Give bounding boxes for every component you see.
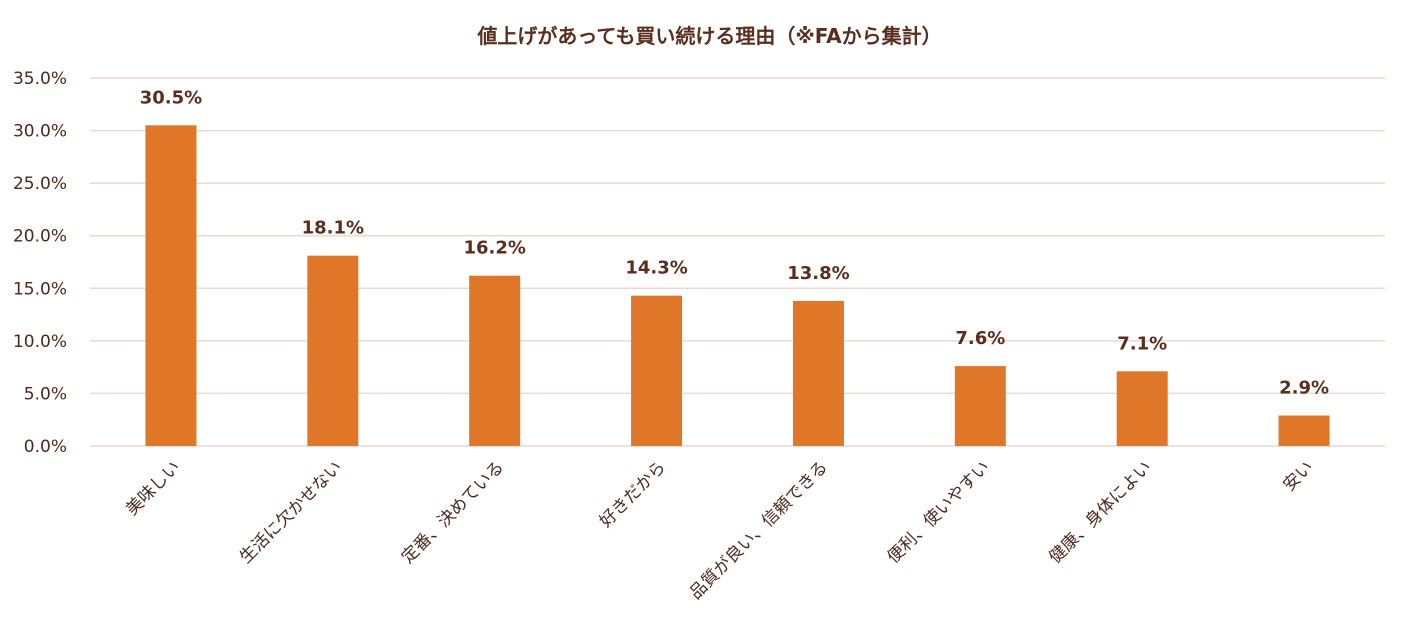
bar xyxy=(1278,415,1330,446)
category-label: 品質が良い、信頼できる xyxy=(686,457,832,603)
data-label: 2.9% xyxy=(1279,378,1329,399)
category-label: 定番、決めている xyxy=(398,457,508,567)
category-label: 生活に欠かせない xyxy=(236,457,346,567)
y-tick-label: 25.0% xyxy=(13,174,67,194)
bar xyxy=(954,366,1006,446)
data-label: 18.1% xyxy=(302,218,364,239)
bar-layer xyxy=(145,125,1330,447)
category-label: 好きだから xyxy=(596,457,670,531)
y-tick-label: 15.0% xyxy=(13,279,67,299)
bar xyxy=(307,255,359,446)
data-label: 13.8% xyxy=(787,263,849,284)
y-tick-label: 10.0% xyxy=(13,332,67,352)
label-layer: 30.5% 18.1% 16.2% 14.3% 13.8% 7.6% 7.1% 2.9% xyxy=(140,87,1329,398)
bar xyxy=(792,300,844,446)
y-tick-label: 35.0% xyxy=(13,69,67,89)
data-label: 14.3% xyxy=(625,258,687,279)
y-tick-label: 20.0% xyxy=(13,227,67,247)
bar xyxy=(469,275,521,446)
bar xyxy=(145,125,197,447)
category-label: 安い xyxy=(1279,457,1317,495)
data-label: 7.6% xyxy=(955,328,1005,349)
category-label: 健康、身体によい xyxy=(1045,457,1155,567)
category-label: 美味しい xyxy=(122,457,184,519)
data-label: 7.1% xyxy=(1117,333,1167,354)
y-tick-label: 0.0% xyxy=(24,437,67,457)
data-label: 16.2% xyxy=(463,238,525,259)
grid-layer: 0.0% 5.0% 10.0% 15.0% 20.0% 25.0% 30.0% 35.0% xyxy=(13,69,1385,457)
category-labels: 美味しい 生活に欠かせない 定番、決めている 好きだから 品質が良い、信頼できる 便利、使… xyxy=(122,457,1317,604)
y-tick-label: 5.0% xyxy=(24,384,67,404)
y-tick-label: 30.0% xyxy=(13,122,67,142)
chart-title: 値上げがあっても買い続ける理由（※FAから集計） xyxy=(477,24,942,48)
bar xyxy=(1116,371,1168,446)
data-label: 30.5% xyxy=(140,87,202,108)
bar xyxy=(631,295,683,446)
category-label: 便利、使いやすい xyxy=(883,457,994,568)
